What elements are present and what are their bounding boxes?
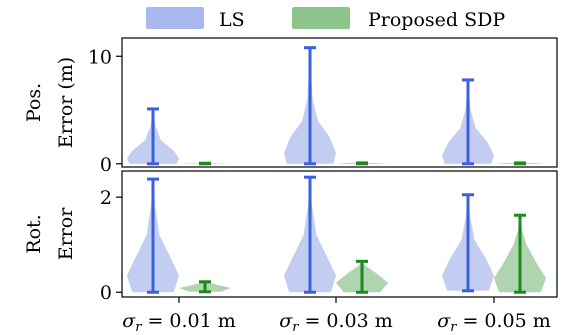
violin-sdp-1 [179, 161, 231, 166]
legend-swatch-sdp [292, 7, 350, 29]
panel-rotation-error: 0 2 Rot. Error [23, 170, 558, 304]
violin-sdp-3 [494, 161, 546, 166]
panel-frame [121, 37, 558, 168]
y-tick-label: 0 [100, 282, 112, 304]
category-label: σr = 0.05 m [437, 310, 551, 335]
violin-ls-1 [127, 177, 179, 294]
y-axis-label-line: Error [55, 207, 77, 260]
y-tick-label: 2 [100, 187, 112, 209]
violin-sdp-1 [179, 280, 231, 294]
violin-ls-2 [284, 175, 336, 294]
violin-ls-2 [284, 46, 336, 166]
category-label: σr = 0.03 m [279, 310, 393, 335]
y-axis-label-line: Error (m) [55, 57, 77, 148]
y-axis-label-line: Rot. [23, 214, 45, 253]
y-tick-label: 10 [88, 46, 112, 68]
violin-sdp-2 [336, 259, 388, 294]
violin-ls-1 [127, 107, 179, 166]
panel-position-error: 0 10 Pos. Error (m) [23, 37, 558, 176]
y-tick-label: 0 [100, 154, 112, 176]
legend-label-ls: LS [219, 9, 245, 31]
violin-ls-3 [442, 193, 494, 293]
legend: LS Proposed SDP [146, 7, 505, 31]
panel-frame [121, 170, 558, 298]
legend-swatch-ls [146, 7, 204, 29]
legend-label-sdp: Proposed SDP [368, 9, 505, 31]
category-label: σr = 0.01 m [122, 310, 236, 335]
violin-sdp-2 [336, 161, 388, 166]
violin-ls-3 [442, 78, 494, 166]
y-axis-label-line: Pos. [23, 83, 45, 122]
category-axis-labels: σr = 0.01 m σr = 0.03 m σr = 0.05 m [122, 297, 551, 335]
violin-sdp-3 [494, 213, 546, 294]
